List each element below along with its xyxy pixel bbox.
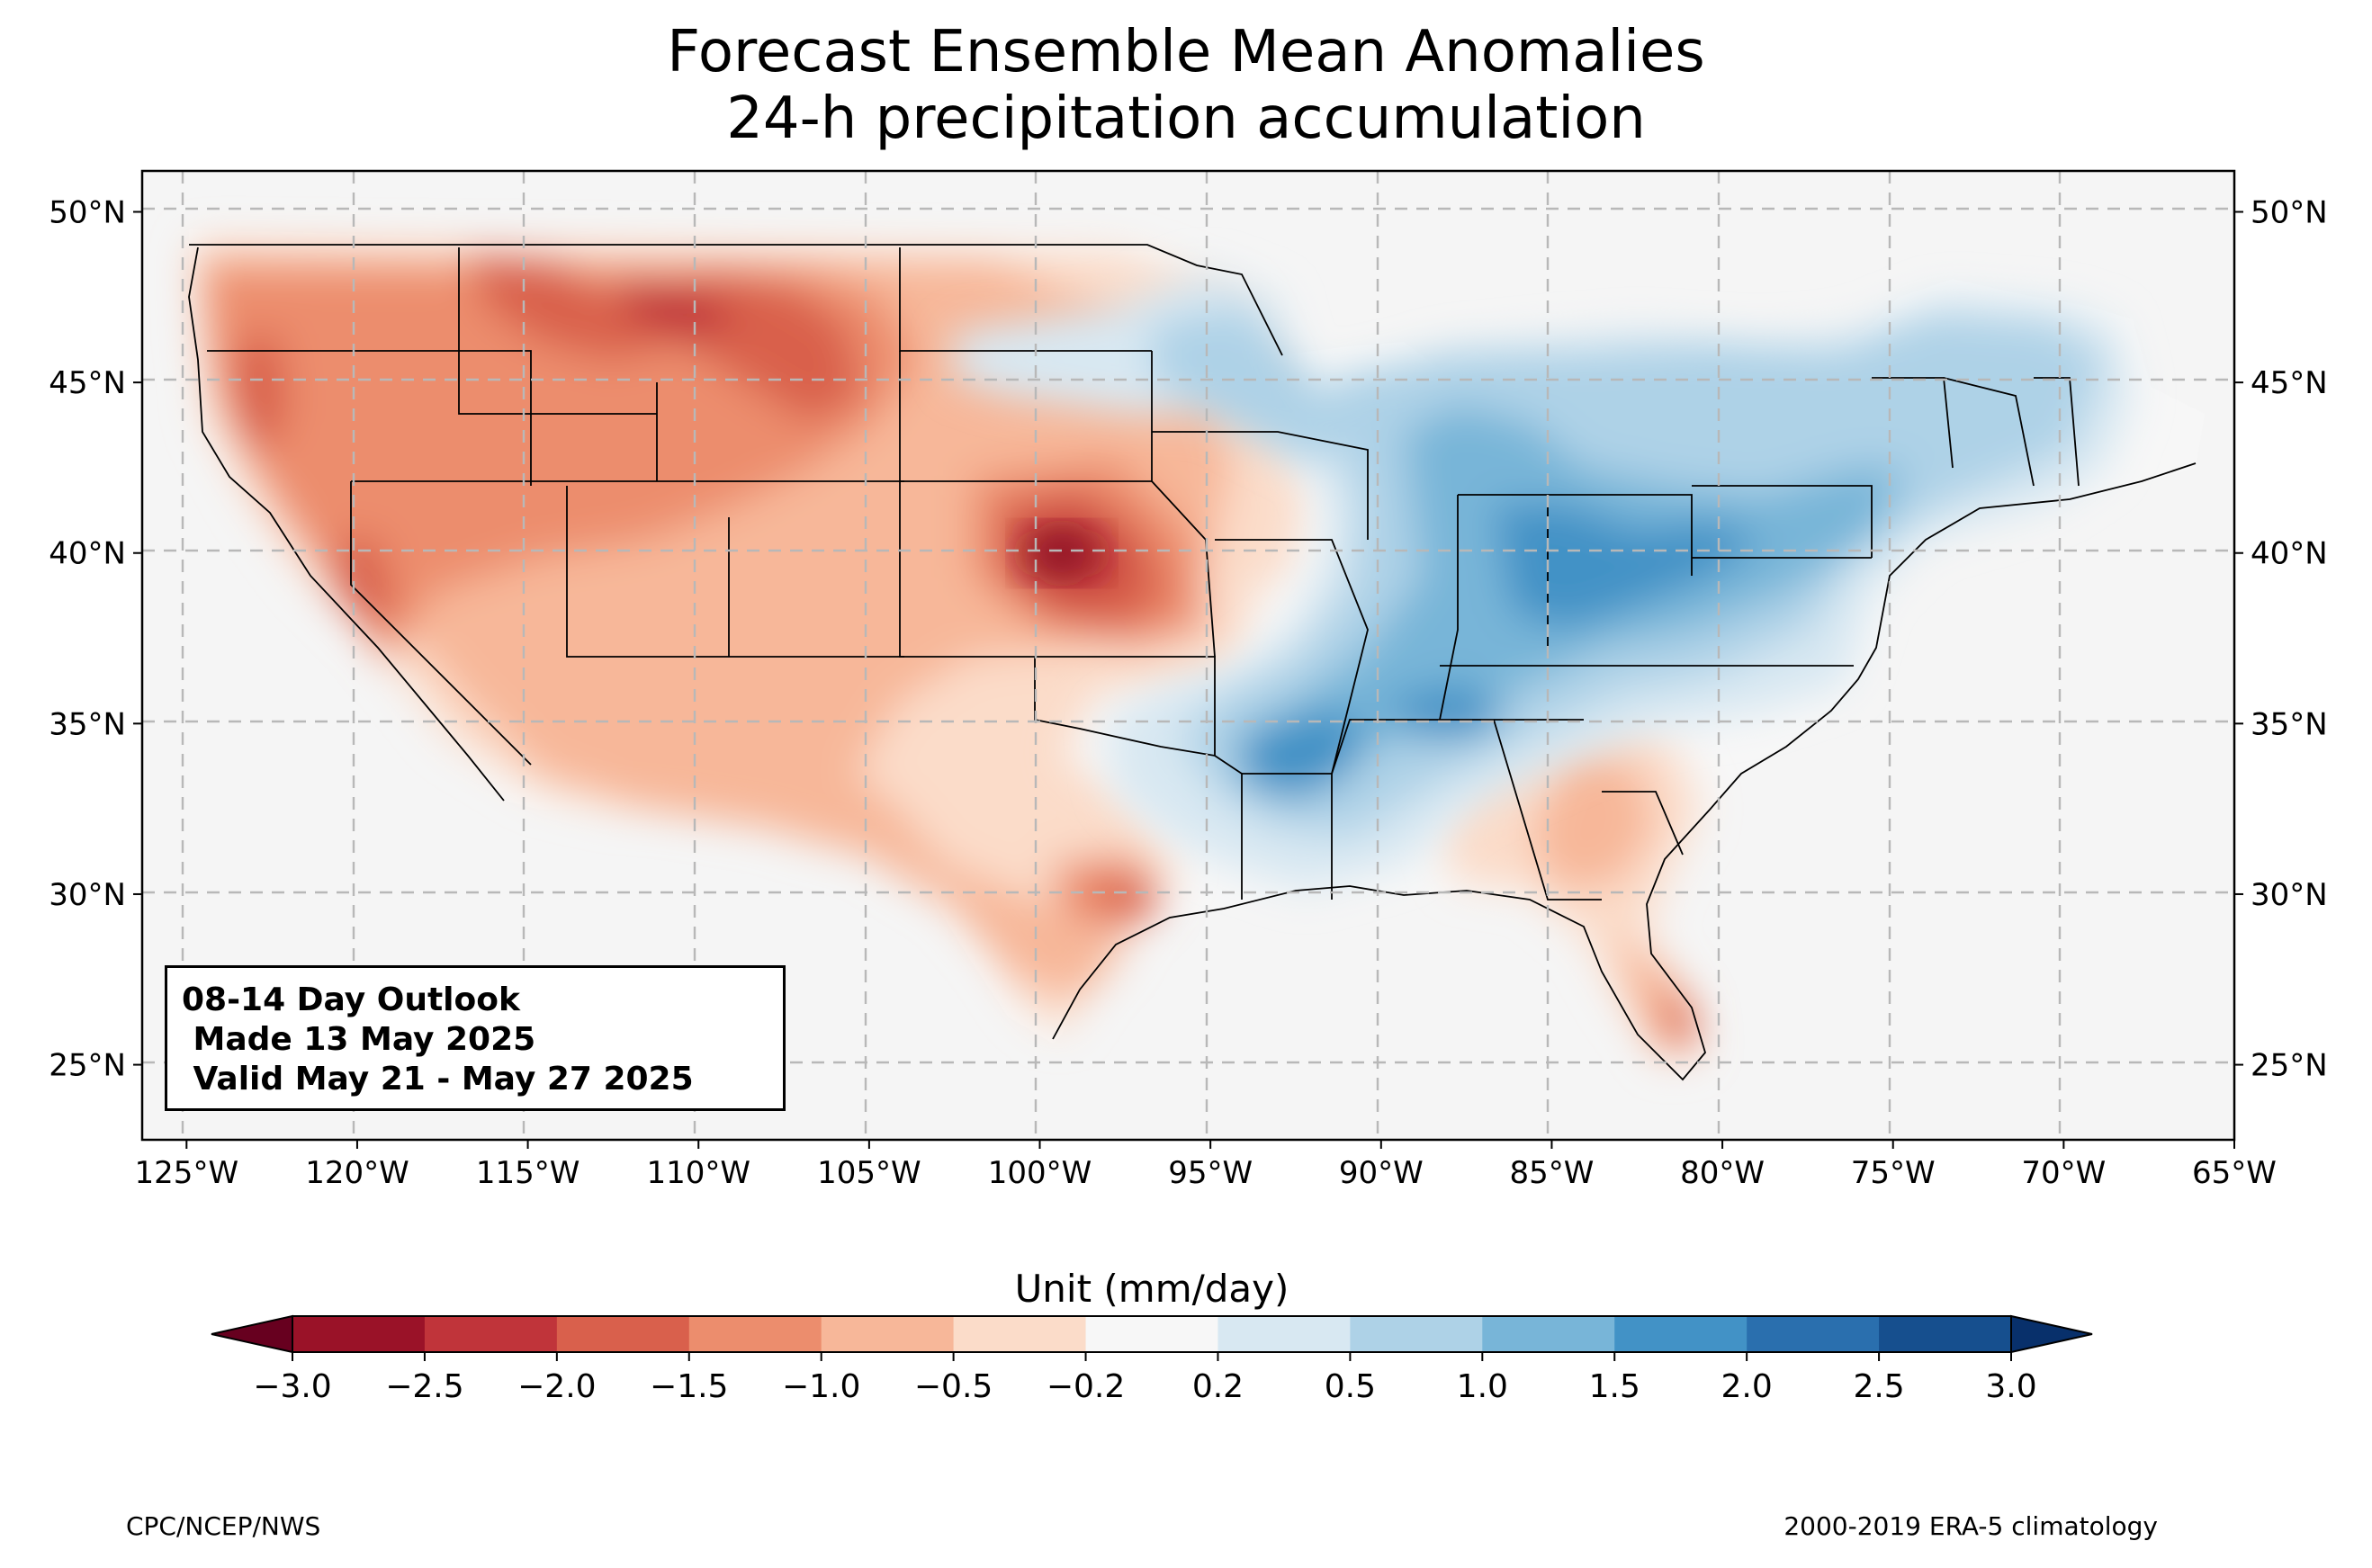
outlook-valid-range: Valid May 21 - May 27 2025 (182, 1061, 694, 1098)
lon-tick-label: 75°W (1851, 1155, 1936, 1191)
lat-tick-label-right: 45°N (2251, 365, 2328, 401)
lon-tick-label: 95°W (1168, 1155, 1253, 1191)
outlook-info-box: 08-14 Day Outlook Made 13 May 2025 Valid… (165, 965, 786, 1111)
colorbar: −3.0 −2.5 −2.0 −1.5 −1.0 −0.5 −0.2 0.2 0.5 1.0 1.5… (211, 1314, 2093, 1405)
colorbar-tick-label: 0.5 (1325, 1368, 1376, 1405)
colorbar-swatch (1217, 1316, 1351, 1352)
colorbar-swatch (556, 1316, 690, 1352)
colorbar-swatch (1350, 1316, 1483, 1352)
lon-tick-label: 80°W (1680, 1155, 1765, 1191)
colorbar-swatch (292, 1316, 426, 1352)
lon-tick-label: 90°W (1339, 1155, 1424, 1191)
colorbar-tick-label: −2.0 (517, 1368, 596, 1405)
colorbar-tick-label: 2.0 (1721, 1368, 1773, 1405)
lon-tick-label: 100°W (988, 1155, 1092, 1191)
lon-tick-label: 105°W (817, 1155, 921, 1191)
colorbar-tick-label: 0.2 (1192, 1368, 1244, 1405)
colorbar-swatch (1614, 1316, 1748, 1352)
lon-tick-label: 85°W (1509, 1155, 1594, 1191)
outlook-period: 08-14 Day Outlook (182, 981, 520, 1018)
gulf-coast (1052, 462, 2197, 1081)
colorbar-label: Unit (mm/day) (1014, 1267, 1289, 1311)
lat-tick-label-left: 50°N (49, 195, 126, 231)
lat-tick-label-right: 40°N (2251, 536, 2328, 572)
lat-tick-label-right: 30°N (2251, 877, 2328, 913)
lon-tick-label: 70°W (2021, 1155, 2106, 1191)
map-title: Forecast Ensemble Mean Anomalies (667, 19, 1705, 85)
colorbar-tick-label: 1.5 (1589, 1368, 1640, 1405)
colorbar-tick-label: 3.0 (1985, 1368, 2036, 1405)
colorbar-tick-label: −0.2 (1047, 1368, 1125, 1405)
latitude-ticks: 50°N 50°N 45°N 45°N 40°N 40°N 35°N 35°N 30°N 30°N… (49, 195, 2327, 1084)
colorbar-over-arrow (2010, 1314, 2093, 1354)
lat-tick-label-left: 45°N (49, 365, 126, 401)
colorbar-swatch (424, 1316, 558, 1352)
us-canada-border (189, 244, 1283, 356)
lat-tick-label-right: 50°N (2251, 195, 2328, 231)
colorbar-tick-label: −3.0 (253, 1368, 331, 1405)
lon-tick-label: 115°W (476, 1155, 580, 1191)
credit-source: CPC/NCEP/NWS (126, 1511, 321, 1541)
lon-tick-label: 65°W (2192, 1155, 2277, 1191)
colorbar-tick-label: −1.5 (650, 1368, 728, 1405)
colorbar-swatch (1879, 1316, 2012, 1352)
credit-climatology: 2000-2019 ERA-5 climatology (1783, 1511, 2158, 1541)
anomaly-field (189, 229, 2205, 1080)
lat-tick-label-right: 35°N (2251, 706, 2328, 742)
colorbar-tick-label: 1.0 (1457, 1368, 1508, 1405)
lat-tick-label-left: 30°N (49, 877, 126, 913)
map-frame (140, 169, 2236, 1142)
lat-tick-label-left: 25°N (49, 1048, 126, 1084)
colorbar-swatch (1482, 1316, 1615, 1352)
longitude-ticks: 125°W 120°W 115°W 110°W 105°W 100°W 95°W 90°W 85… (135, 1140, 2277, 1191)
lon-tick-label: 125°W (135, 1155, 239, 1191)
colorbar-swatch (953, 1316, 1087, 1352)
lon-tick-label: 110°W (646, 1155, 750, 1191)
colorbar-frame (292, 1315, 2012, 1353)
colorbar-swatch (821, 1316, 955, 1352)
lat-tick-label-left: 40°N (49, 536, 126, 572)
colorbar-tick-label: −0.5 (914, 1368, 993, 1405)
map-subtitle: 24-h precipitation accumulation (726, 85, 1646, 152)
colorbar-tick-label: −1.0 (782, 1368, 860, 1405)
lat-tick-label-right: 25°N (2251, 1048, 2328, 1084)
coastline (188, 246, 505, 802)
colorbar-tick-label: −2.5 (385, 1368, 463, 1405)
colorbar-swatch (688, 1316, 822, 1352)
colorbar-under-arrow (211, 1314, 293, 1354)
lat-tick-label-left: 35°N (49, 706, 126, 742)
lon-tick-label: 120°W (305, 1155, 409, 1191)
colorbar-tick-label: 2.5 (1853, 1368, 1904, 1405)
colorbar-swatch (1747, 1316, 1880, 1352)
colorbar-swatch (1085, 1316, 1218, 1352)
outlook-made-date: Made 13 May 2025 (182, 1021, 536, 1058)
